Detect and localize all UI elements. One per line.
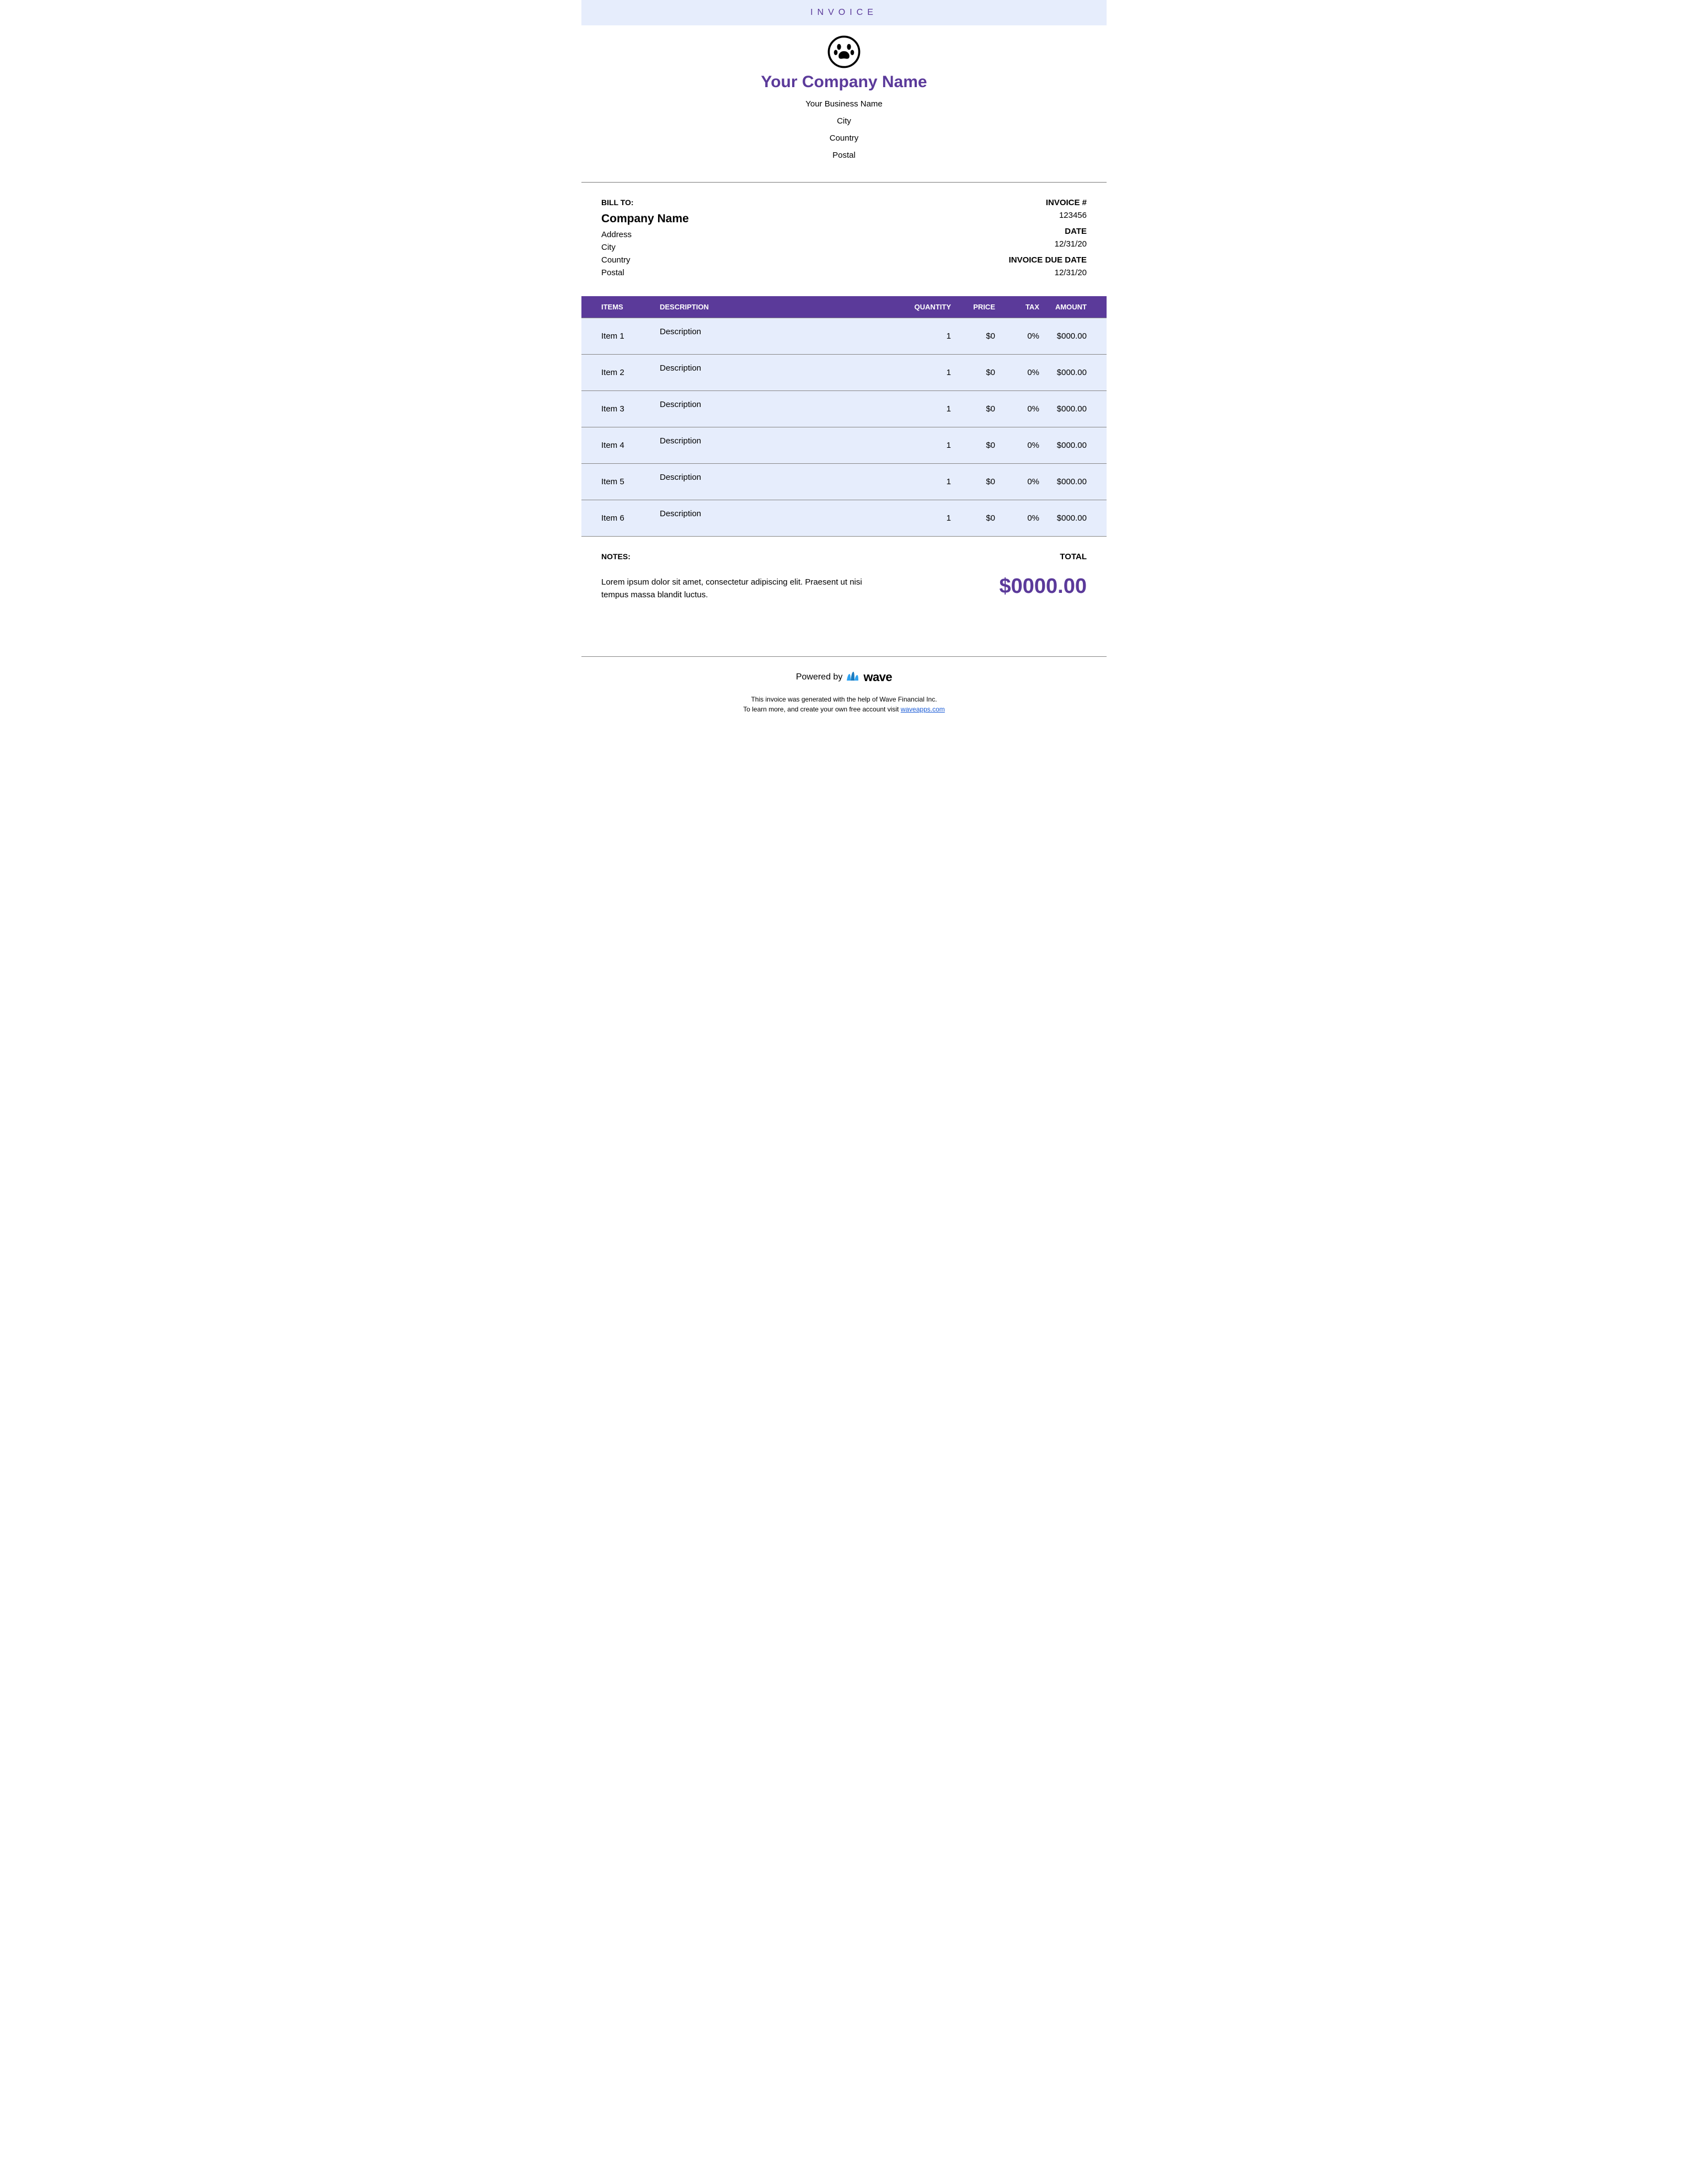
company-name: Your Company Name <box>581 73 1107 92</box>
info-block: BILL TO: Company Name Address City Count… <box>581 183 1107 296</box>
banner-title: INVOICE <box>810 8 878 17</box>
cell-amount: $000.00 <box>1046 464 1107 500</box>
table-row: Item 1Description1$00%$000.00 <box>581 318 1107 355</box>
cell-quantity: 1 <box>902 318 958 355</box>
invoice-banner: INVOICE <box>581 0 1107 25</box>
paw-icon <box>827 35 861 68</box>
bill-to-company: Company Name <box>601 212 689 226</box>
cell-description: Description <box>653 464 902 500</box>
bill-to-country: Country <box>601 255 689 265</box>
invoice-header: Your Company Name Your Business Name Cit… <box>581 25 1107 182</box>
cell-tax: 0% <box>1002 318 1046 355</box>
invoice-number-label: INVOICE # <box>1009 198 1087 207</box>
footer-line-1: This invoice was generated with the help… <box>581 694 1107 704</box>
items-table: ITEMS DESCRIPTION QUANTITY PRICE TAX AMO… <box>581 296 1107 537</box>
cell-item: Item 4 <box>581 427 653 464</box>
cell-item: Item 6 <box>581 500 653 537</box>
table-row: Item 4Description1$00%$000.00 <box>581 427 1107 464</box>
cell-description: Description <box>653 318 902 355</box>
bill-to-city: City <box>601 243 689 252</box>
cell-amount: $000.00 <box>1046 318 1107 355</box>
cell-quantity: 1 <box>902 355 958 391</box>
table-header-row: ITEMS DESCRIPTION QUANTITY PRICE TAX AMO… <box>581 296 1107 318</box>
cell-description: Description <box>653 391 902 427</box>
business-name: Your Business Name <box>581 99 1107 109</box>
notes-text: Lorem ipsum dolor sit amet, consectetur … <box>601 576 866 601</box>
invoice-page: INVOICE Your Company Name Your Business … <box>581 0 1107 725</box>
th-amount: AMOUNT <box>1046 296 1107 318</box>
date-label: DATE <box>1009 227 1087 236</box>
cell-amount: $000.00 <box>1046 355 1107 391</box>
cell-price: $0 <box>958 391 1002 427</box>
th-tax: TAX <box>1002 296 1046 318</box>
cell-item: Item 1 <box>581 318 653 355</box>
cell-tax: 0% <box>1002 391 1046 427</box>
cell-amount: $000.00 <box>1046 500 1107 537</box>
bill-to-postal: Postal <box>601 268 689 277</box>
cell-quantity: 1 <box>902 391 958 427</box>
cell-price: $0 <box>958 427 1002 464</box>
cell-item: Item 3 <box>581 391 653 427</box>
powered-by-text: Powered by <box>796 672 843 682</box>
cell-price: $0 <box>958 355 1002 391</box>
date-value: 12/31/20 <box>1009 239 1087 249</box>
footer-line-2: To learn more, and create your own free … <box>581 704 1107 714</box>
cell-tax: 0% <box>1002 500 1046 537</box>
cell-amount: $000.00 <box>1046 391 1107 427</box>
invoice-number: 123456 <box>1009 211 1087 220</box>
cell-tax: 0% <box>1002 355 1046 391</box>
due-date-value: 12/31/20 <box>1009 268 1087 277</box>
notes-total-block: NOTES: Lorem ipsum dolor sit amet, conse… <box>581 537 1107 623</box>
header-country: Country <box>581 133 1107 143</box>
cell-description: Description <box>653 355 902 391</box>
table-row: Item 6Description1$00%$000.00 <box>581 500 1107 537</box>
invoice-meta: INVOICE # 123456 DATE 12/31/20 INVOICE D… <box>1009 198 1087 284</box>
notes-block: NOTES: Lorem ipsum dolor sit amet, conse… <box>601 552 866 601</box>
th-price: PRICE <box>958 296 1002 318</box>
cell-item: Item 5 <box>581 464 653 500</box>
table-row: Item 2Description1$00%$000.00 <box>581 355 1107 391</box>
header-city: City <box>581 116 1107 126</box>
bill-to-block: BILL TO: Company Name Address City Count… <box>601 198 689 284</box>
header-postal: Postal <box>581 151 1107 160</box>
cell-quantity: 1 <box>902 427 958 464</box>
cell-description: Description <box>653 427 902 464</box>
wave-brand: wave <box>863 670 892 684</box>
bill-to-label: BILL TO: <box>601 198 689 207</box>
cell-tax: 0% <box>1002 427 1046 464</box>
cell-price: $0 <box>958 500 1002 537</box>
th-description: DESCRIPTION <box>653 296 902 318</box>
footer-link[interactable]: waveapps.com <box>901 705 945 713</box>
cell-description: Description <box>653 500 902 537</box>
table-row: Item 5Description1$00%$000.00 <box>581 464 1107 500</box>
th-quantity: QUANTITY <box>902 296 958 318</box>
total-label: TOTAL <box>1000 552 1087 561</box>
cell-tax: 0% <box>1002 464 1046 500</box>
table-row: Item 3Description1$00%$000.00 <box>581 391 1107 427</box>
footer: Powered by wave This invoice was generat… <box>581 656 1107 725</box>
notes-label: NOTES: <box>601 552 866 561</box>
footer-line-2-prefix: To learn more, and create your own free … <box>743 705 900 713</box>
cell-price: $0 <box>958 464 1002 500</box>
th-items: ITEMS <box>581 296 653 318</box>
cell-amount: $000.00 <box>1046 427 1107 464</box>
total-amount: $0000.00 <box>1000 575 1087 598</box>
total-block: TOTAL $0000.00 <box>1000 552 1087 601</box>
bill-to-address: Address <box>601 230 689 239</box>
cell-quantity: 1 <box>902 464 958 500</box>
wave-icon <box>846 671 860 684</box>
powered-by: Powered by wave <box>581 670 1107 684</box>
cell-price: $0 <box>958 318 1002 355</box>
cell-quantity: 1 <box>902 500 958 537</box>
cell-item: Item 2 <box>581 355 653 391</box>
due-date-label: INVOICE DUE DATE <box>1009 255 1087 265</box>
